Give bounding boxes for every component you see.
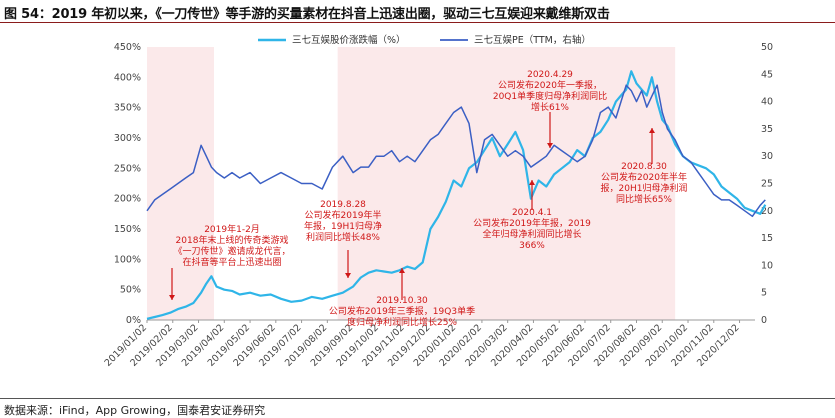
- annotation-arrowhead-4: [547, 143, 553, 148]
- annotation-text: 公司发布2019年半: [305, 209, 382, 221]
- source-rule: [0, 398, 835, 399]
- annotation-arrowhead-2: [399, 268, 405, 273]
- annotation-arrowhead-0: [169, 295, 175, 300]
- right-tick-label: 25: [761, 179, 773, 190]
- left-tick-label: 150%: [114, 224, 141, 235]
- right-tick-label: 5: [761, 288, 767, 299]
- figure-title: 图 54：2019 年初以来，《一刀传世》等手游的买量素材在抖音上迅速出圈，驱动…: [4, 7, 610, 22]
- annotation-text: 全年归母净利润同比增长: [482, 228, 581, 240]
- annotation-arrowhead-1: [345, 273, 351, 278]
- left-tick-label: 50%: [120, 285, 141, 296]
- annotation-arrowhead-5: [649, 128, 655, 133]
- annotation-arrowhead-3: [529, 180, 535, 185]
- annotation-text: 2019.10.30: [376, 296, 428, 306]
- annotation-text: 增长61%: [531, 101, 569, 113]
- right-tick-label: 50: [761, 42, 773, 53]
- right-tick-label: 20: [761, 206, 773, 217]
- annotation-text: 利润同比增长48%: [306, 231, 380, 243]
- annotation-text: 公司发布2019年年报，2019: [473, 217, 591, 229]
- annotation-text: 2020.4.1: [512, 208, 552, 218]
- annotation-text: 2020.8.30: [621, 162, 667, 172]
- legend-label-1: 三七互娱PE（TTM，右轴）: [474, 34, 591, 46]
- left-tick-label: 400%: [114, 72, 141, 83]
- shaded-period-1: [337, 47, 676, 320]
- right-tick-label: 15: [761, 233, 773, 244]
- source-note: 数据来源：iFind，App Growing，国泰君安证券研究: [4, 404, 266, 417]
- annotation-text: 《一刀传世》邀请成龙代言，: [173, 245, 290, 257]
- right-tick-label: 30: [761, 151, 773, 162]
- annotation-text: 公司发布2020年半年: [601, 171, 687, 183]
- left-tick-label: 0%: [126, 315, 141, 326]
- series-line-1: [146, 84, 766, 218]
- series-lines: [146, 70, 767, 320]
- annotation-text: 2019.8.28: [320, 200, 366, 210]
- right-tick-label: 0: [761, 315, 767, 326]
- right-tick-label: 35: [761, 124, 773, 135]
- annotation-text: 度归母净利润同比增长25%: [347, 316, 457, 328]
- title-rule: [0, 22, 835, 23]
- annotation-text: 2019年1-2月: [204, 223, 260, 235]
- annotations: 2019年1-2月2018年末上线的传奇类游戏《一刀传世》邀请成龙代言，在抖音等…: [169, 70, 687, 328]
- annotation-text: 366%: [519, 241, 545, 251]
- annotation-text: 同比增长65%: [616, 193, 672, 205]
- annotation-text: 年报，19H1归母净: [304, 220, 382, 232]
- annotation-text: 2020.4.29: [527, 70, 573, 80]
- left-tick-label: 300%: [114, 133, 141, 144]
- right-tick-label: 10: [761, 260, 773, 271]
- annotation-text: 公司发布2019年三季报，19Q3单季: [329, 305, 475, 317]
- left-tick-label: 250%: [114, 163, 141, 174]
- annotation-text: 报，20H1归母净利润: [601, 182, 688, 194]
- annotation-text: 在抖音等平台上迅速出圈: [182, 256, 281, 268]
- left-tick-label: 450%: [114, 42, 141, 53]
- right-tick-label: 40: [761, 97, 773, 108]
- shaded-periods: [147, 47, 676, 320]
- right-tick-label: 45: [761, 69, 773, 80]
- legend-label-0: 三七互娱股价涨跌幅（%）: [292, 34, 406, 46]
- left-tick-label: 200%: [114, 194, 141, 205]
- left-tick-label: 350%: [114, 103, 141, 114]
- legend: 三七互娱股价涨跌幅（%） 三七互娱PE（TTM，右轴）: [258, 34, 591, 46]
- annotation-text: 公司发布2020年一季报，: [498, 79, 602, 91]
- annotation-text: 2018年末上线的传奇类游戏: [176, 234, 289, 246]
- shaded-period-0: [147, 47, 214, 320]
- annotation-text: 20Q1单季度归母净利润同比: [493, 90, 607, 102]
- left-tick-label: 100%: [114, 254, 141, 265]
